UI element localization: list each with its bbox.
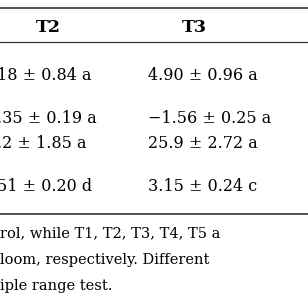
Text: 25.9 ± 2.72 a: 25.9 ± 2.72 a	[148, 135, 257, 152]
Text: .2 ± 1.85 a: .2 ± 1.85 a	[0, 135, 87, 152]
Text: T3: T3	[181, 19, 207, 36]
Text: loom, respectively. Different: loom, respectively. Different	[0, 253, 209, 266]
Text: iple range test.: iple range test.	[0, 279, 112, 293]
Text: .35 ± 0.19 a: .35 ± 0.19 a	[0, 110, 97, 127]
Text: −1.56 ± 0.25 a: −1.56 ± 0.25 a	[148, 110, 271, 127]
Text: T2: T2	[35, 19, 60, 36]
Text: 4.90 ± 0.96 a: 4.90 ± 0.96 a	[148, 67, 257, 84]
Text: 18 ± 0.84 a: 18 ± 0.84 a	[0, 67, 91, 84]
Text: 3.15 ± 0.24 c: 3.15 ± 0.24 c	[148, 178, 257, 195]
Text: 51 ± 0.20 d: 51 ± 0.20 d	[0, 178, 92, 195]
Text: rol, while T1, T2, T3, T4, T5 a: rol, while T1, T2, T3, T4, T5 a	[0, 226, 221, 240]
